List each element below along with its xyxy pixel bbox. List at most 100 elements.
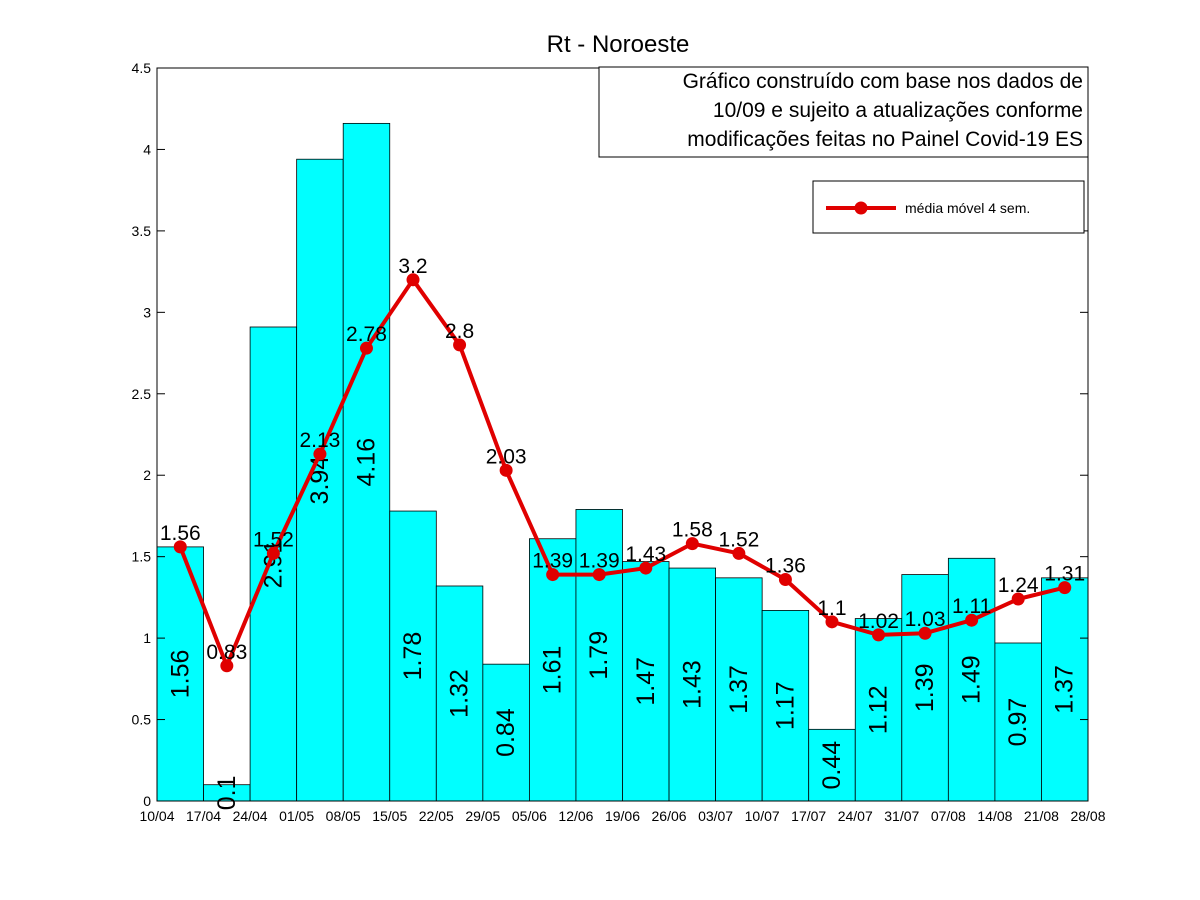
bar-value-label-8: 1.61 [539,646,567,695]
bar-12 [715,577,763,802]
line-point-18 [1011,592,1025,606]
line-point-1 [220,659,234,673]
line-point-16 [918,626,932,640]
y-tick-label-5: 2.5 [132,386,152,402]
bar-labels-layer: 1.560.12.913.94 4.161.781.320.841.61 1.791… [166,438,1078,810]
line-point-5 [406,273,420,287]
x-tick-label-15: 24/07 [838,808,873,824]
y-tick-label-1: 0.5 [132,712,152,728]
bar-value-label-11: 1.43 [678,660,706,709]
bar-18 [994,642,1042,802]
line-value-label-16: 1.03 [905,608,946,631]
x-tick-label-7: 29/05 [465,808,500,824]
line-value-label-14: 1.1 [817,597,846,620]
bar-value-label-3: 3.94 [306,456,334,505]
annotation-box: Gráfico construído com base nos dados de… [598,66,1089,158]
line-point-11 [685,537,699,551]
line-point-7 [499,463,513,477]
bar-8 [529,538,577,802]
bar-value-label-18: 0.97 [1004,698,1032,747]
line-value-label-17: 1.11 [952,595,991,618]
x-tick-label-6: 22/05 [419,808,454,824]
line-point-4 [359,341,373,355]
x-tick-label-16: 31/07 [884,808,919,824]
line-point-9 [592,568,606,582]
bar-value-label-4: 4.16 [352,438,380,487]
line-value-label-18: 1.24 [998,574,1039,597]
annotation-line-1: Gráfico construído com base nos dados de [683,70,1083,93]
bar-value-label-6: 1.32 [446,669,474,718]
bar-value-label-10: 1.47 [632,657,660,706]
line-value-label-5: 3.2 [398,255,427,278]
bar-value-label-7: 0.84 [492,708,520,757]
x-tick-label-9: 12/06 [558,808,593,824]
x-tick-label-2: 24/04 [233,808,268,824]
line-value-label-19: 1.31 [1044,563,1085,586]
bar-value-label-14: 0.44 [818,741,846,790]
line-point-17 [965,613,979,627]
x-tick-label-8: 05/06 [512,808,547,824]
line-layer [173,273,1072,673]
bar-10 [622,561,670,802]
bar-value-label-12: 1.37 [725,665,753,714]
bar-value-label-1: 0.1 [213,775,241,810]
bar-value-label-5: 1.78 [399,632,427,681]
y-tick-label-3: 1.5 [132,549,152,565]
y-axis: 00.511.522.533.544.5 [132,60,1088,809]
bar-14 [808,728,856,802]
bar-5 [389,510,437,802]
line-point-19 [1058,581,1072,595]
y-tick-label-7: 3.5 [132,223,152,239]
annotation-line-2: 10/09 e sujeito a atualizações conforme [713,99,1083,122]
line-point-15 [872,628,886,642]
x-tick-label-19: 21/08 [1024,808,1059,824]
x-tick-label-20: 28/08 [1070,808,1105,824]
x-tick-label-13: 10/07 [745,808,780,824]
legend-marker-swatch [854,201,868,215]
line-point-3 [313,447,327,461]
annotation-frame [598,66,1089,158]
x-tick-label-14: 17/07 [791,808,826,824]
y-tick-label-8: 4 [143,141,151,157]
y-tick-label-2: 1 [143,630,151,646]
bar-value-label-0: 1.56 [166,650,194,699]
legend-label: média móvel 4 sem. [905,200,1030,216]
line-value-label-9: 1.39 [579,550,620,573]
x-axis: 10/04 17/04 24/04 01/05 08/05 15/05 22/05 29/05… [139,808,1105,824]
bar-value-label-19: 1.37 [1051,665,1079,714]
y-tick-label-6: 3 [143,304,151,320]
x-tick-label-18: 14/08 [977,808,1012,824]
line-point-0 [173,540,187,554]
line-point-8 [546,568,560,582]
line-value-label-0: 1.56 [160,522,201,545]
bar-13 [761,610,810,802]
bar-value-label-9: 1.79 [585,631,613,680]
line-value-label-1: 0.83 [206,641,247,664]
x-tick-label-5: 15/05 [372,808,407,824]
bar-11 [668,567,716,802]
bar-3 [296,158,344,802]
x-tick-label-17: 07/08 [931,808,966,824]
bar-value-label-17: 1.49 [958,655,986,704]
bar-17 [947,557,996,802]
line-value-label-11: 1.58 [672,519,713,542]
x-tick-label-4: 08/05 [326,808,361,824]
bar-value-label-16: 1.39 [911,663,939,712]
line-point-14 [825,615,839,629]
line-value-label-12: 1.52 [718,528,759,551]
x-tick-label-3: 01/05 [279,808,314,824]
line-value-label-3: 2.13 [299,429,340,452]
line-point-6 [453,338,467,352]
line-labels-layer: 1.560.831.522.132.783.22.82.031.39 1.39 1.… [160,255,1085,664]
x-tick-label-11: 26/06 [652,808,687,824]
line-value-label-10: 1.43 [625,543,666,566]
bar-4 [342,122,391,802]
line-value-label-2: 1.52 [253,528,294,551]
line-value-label-7: 2.03 [486,445,527,468]
x-tick-label-1: 17/04 [186,808,221,824]
moving-average-line [178,277,1066,668]
line-value-label-15: 1.02 [858,610,899,633]
line-value-label-13: 1.36 [765,554,806,577]
line-point-10 [639,561,653,575]
